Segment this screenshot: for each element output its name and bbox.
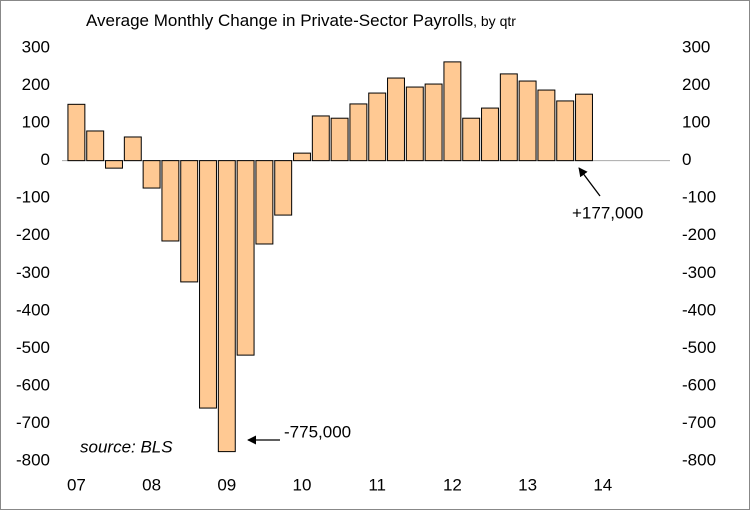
bar bbox=[86, 130, 105, 162]
bar bbox=[499, 73, 518, 162]
y2-tick-label: 300 bbox=[682, 37, 710, 56]
bar bbox=[481, 107, 499, 162]
y-tick-label: -600 bbox=[16, 375, 50, 394]
bar bbox=[311, 115, 330, 162]
subtitle: , by qtr bbox=[473, 13, 516, 29]
bar bbox=[142, 160, 161, 189]
x-tick-label: 09 bbox=[217, 475, 236, 494]
y2-tick-label: 200 bbox=[682, 75, 710, 94]
x-tick-label: 10 bbox=[293, 475, 312, 494]
y2-tick-label: -400 bbox=[682, 300, 716, 319]
y-tick-label: 0 bbox=[41, 150, 50, 169]
y2-tick-label: 100 bbox=[682, 113, 710, 132]
x-tick-label: 14 bbox=[593, 475, 612, 494]
y2-tick-label: 0 bbox=[682, 150, 691, 169]
x-tick-label: 08 bbox=[142, 475, 161, 494]
bar bbox=[236, 160, 255, 356]
arrow bbox=[578, 167, 601, 197]
title: Average Monthly Change in Private-Sector… bbox=[86, 11, 473, 30]
y-tick-label: 300 bbox=[22, 37, 50, 56]
y2-tick-label: -800 bbox=[682, 450, 716, 469]
bar bbox=[368, 92, 387, 162]
bar bbox=[180, 160, 199, 283]
y2-tick-label: -500 bbox=[682, 338, 716, 357]
bar bbox=[349, 103, 368, 162]
y-tick-label: -300 bbox=[16, 263, 50, 282]
bar bbox=[424, 83, 443, 162]
y-tick-label: -500 bbox=[16, 338, 50, 357]
bar bbox=[293, 152, 311, 162]
bar bbox=[217, 160, 236, 453]
x-tick-label: 11 bbox=[368, 475, 386, 494]
bar bbox=[105, 160, 123, 169]
bar bbox=[518, 80, 537, 162]
bar bbox=[274, 160, 293, 216]
annotation: source: BLS bbox=[80, 437, 173, 456]
y2-tick-label: -300 bbox=[682, 263, 716, 282]
bar bbox=[462, 117, 481, 162]
x-tick-label: 07 bbox=[67, 475, 86, 494]
y-tick-label: -400 bbox=[16, 300, 50, 319]
bar bbox=[67, 103, 86, 162]
bar bbox=[575, 93, 593, 162]
chart-title: Average Monthly Change in Private-Sector… bbox=[86, 11, 516, 30]
y-tick-label: 100 bbox=[22, 113, 50, 132]
x-tick-label: 13 bbox=[518, 475, 537, 494]
y2-tick-label: -200 bbox=[682, 225, 716, 244]
bar bbox=[199, 160, 217, 409]
y-tick-label: -800 bbox=[16, 450, 50, 469]
y-tick-label: -200 bbox=[16, 225, 50, 244]
bar bbox=[537, 89, 556, 162]
y-tick-label: 200 bbox=[22, 75, 50, 94]
bar bbox=[387, 77, 405, 162]
bar bbox=[161, 160, 180, 242]
bar bbox=[123, 136, 142, 162]
bar bbox=[443, 61, 462, 162]
annotation: +177,000 bbox=[572, 203, 643, 222]
y2-tick-label: -600 bbox=[682, 375, 716, 394]
y2-tick-label: -100 bbox=[682, 188, 716, 207]
y-tick-label: -100 bbox=[16, 188, 50, 207]
bar bbox=[405, 86, 424, 162]
bar bbox=[330, 117, 349, 162]
y2-tick-label: -700 bbox=[682, 413, 716, 432]
y-tick-label: -700 bbox=[16, 413, 50, 432]
bar bbox=[556, 100, 575, 162]
x-tick-label: 12 bbox=[443, 475, 462, 494]
annotation: -775,000 bbox=[284, 422, 351, 441]
bar bbox=[255, 160, 274, 245]
